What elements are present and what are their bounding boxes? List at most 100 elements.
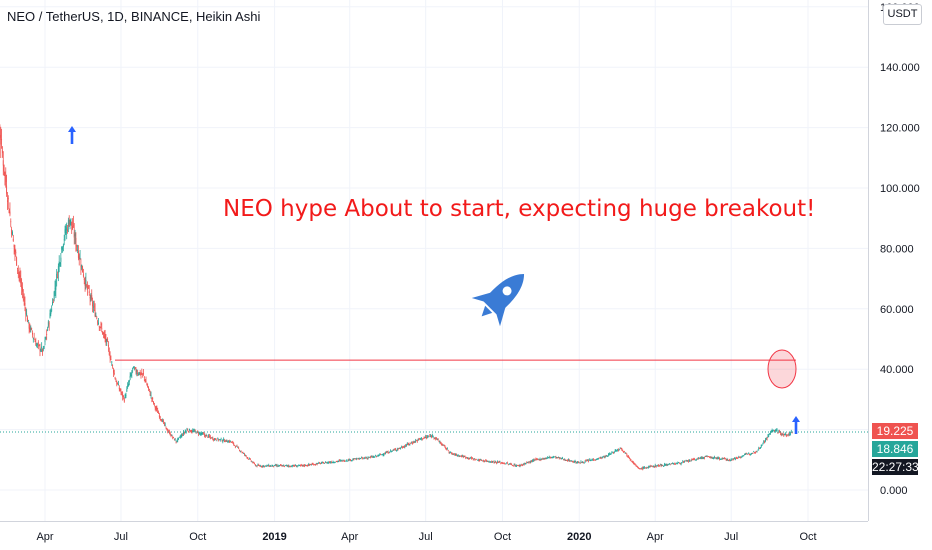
candle-body: [269, 465, 271, 467]
candle-body: [118, 387, 120, 389]
candle-body: [249, 458, 250, 460]
candle-body: [571, 460, 573, 462]
candle-body: [271, 465, 273, 467]
candle-body: [724, 458, 725, 459]
y-tick-label: 120.000: [880, 123, 920, 135]
candle-body: [315, 463, 317, 465]
candle-body: [618, 449, 619, 451]
candle-body: [67, 219, 69, 225]
candle-body: [778, 431, 780, 433]
candle-body: [209, 435, 210, 437]
candle-body: [456, 455, 458, 457]
candle-body: [234, 444, 235, 446]
candle-body: [565, 460, 567, 461]
x-tick-label: Oct: [799, 531, 816, 543]
candle-body: [206, 434, 208, 436]
candle-body: [200, 433, 202, 435]
candle-body: [278, 465, 280, 467]
candle-body: [73, 232, 75, 238]
candle-body: [426, 437, 427, 438]
candle-body: [219, 439, 220, 441]
candle-body: [123, 395, 124, 397]
candle-body: [279, 464, 281, 466]
candle-body: [87, 286, 89, 288]
candle-body: [28, 323, 30, 329]
candle-body: [423, 437, 425, 439]
candle-body: [425, 436, 427, 438]
candle-body: [626, 454, 628, 456]
candle-body: [495, 461, 497, 463]
candle-body: [187, 430, 189, 432]
candle-body: [431, 436, 432, 438]
candle-body: [617, 449, 619, 450]
candle-body: [580, 461, 582, 463]
candle-body: [67, 229, 68, 232]
annotation-text[interactable]: NEO hype About to start, expecting huge …: [223, 196, 816, 222]
candle-body: [733, 458, 735, 460]
candle-body: [199, 433, 201, 435]
candle-body: [678, 462, 680, 463]
candle-body: [323, 463, 325, 464]
candle-body: [265, 465, 267, 467]
candle-body: [593, 459, 594, 461]
ellipse-marker[interactable]: [767, 349, 797, 389]
candle-body: [548, 457, 550, 458]
candle-body: [335, 461, 336, 463]
candle-body: [427, 436, 429, 438]
candle-body: [603, 456, 605, 458]
candle-body: [682, 461, 684, 463]
candle-body: [237, 447, 239, 449]
candle-body: [502, 463, 504, 464]
candle-body: [487, 460, 489, 462]
x-tick-label: Jul: [419, 531, 433, 543]
candle-body: [533, 459, 535, 461]
candle-body: [153, 401, 154, 404]
candle-body: [239, 450, 240, 451]
candle-body: [515, 465, 517, 467]
x-tick-label: Jul: [724, 531, 738, 543]
candle-body: [78, 255, 80, 259]
candle-body: [133, 368, 135, 370]
rocket-icon[interactable]: [467, 260, 538, 331]
candle-body: [633, 463, 635, 465]
candle-body: [156, 408, 158, 409]
candle-body: [32, 332, 33, 335]
candle-body: [212, 438, 214, 440]
candle-body: [168, 431, 170, 433]
candle-body: [370, 456, 372, 458]
currency-button[interactable]: USDT: [883, 4, 922, 25]
candle-body: [743, 455, 745, 457]
arrow-up-icon[interactable]: [792, 416, 800, 434]
candle-body: [694, 459, 695, 461]
candle-body: [98, 326, 100, 328]
arrow-up-icon[interactable]: [68, 126, 76, 144]
candle-body: [769, 433, 771, 435]
arrow-shaft: [70, 130, 74, 144]
candle-body: [436, 437, 437, 439]
candle-body: [645, 467, 647, 469]
candle-body: [512, 465, 513, 466]
candle-body: [334, 462, 336, 464]
candle-body: [294, 465, 296, 466]
x-tick-label: Apr: [36, 531, 53, 543]
candle-body: [301, 464, 303, 466]
candle-body: [537, 458, 539, 460]
candle-body: [114, 377, 116, 379]
candle-body: [18, 272, 20, 274]
candle-body: [390, 450, 392, 452]
candle-body: [474, 459, 476, 461]
candle-body: [780, 432, 781, 434]
candle-body: [664, 464, 666, 466]
candle-body: [287, 465, 289, 467]
candle-body: [396, 448, 398, 450]
candle-body: [143, 373, 144, 375]
candle-body: [739, 457, 740, 458]
candle-body: [266, 465, 268, 467]
candle-body: [597, 458, 599, 460]
candle-body: [226, 441, 228, 442]
candle-body: [570, 460, 572, 462]
candle-body: [374, 456, 376, 458]
candle-body: [609, 453, 611, 455]
candle-body: [471, 457, 473, 459]
